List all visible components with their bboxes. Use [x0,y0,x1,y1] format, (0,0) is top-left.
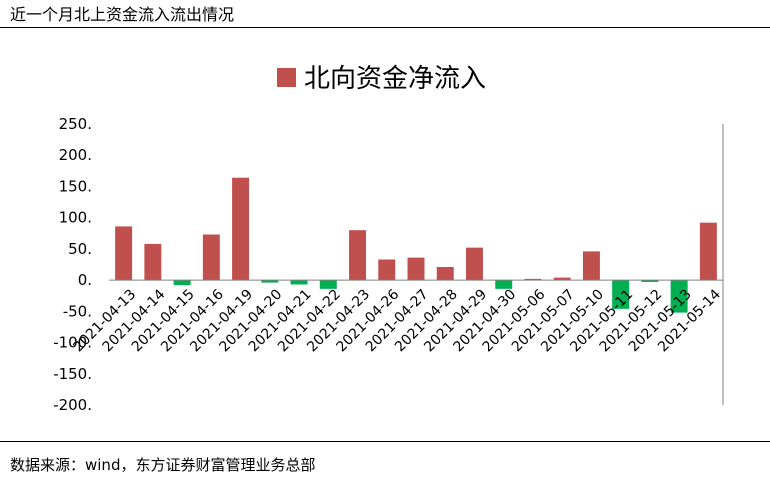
bar [524,278,542,281]
chart-legend: 北向资金净流入 [277,64,486,94]
bar [173,280,191,286]
x-axis-labels: 2021-04-132021-04-142021-04-152021-04-16… [70,286,724,355]
bar [378,259,396,281]
bar [261,280,279,283]
y-tick-label: -100. [53,334,92,352]
y-tick-label: -150. [53,365,92,383]
bar [349,230,366,281]
bar [641,280,659,282]
y-tick-label: -50. [63,302,92,320]
bar-chart: 北向资金净流入 250. 200. 150. 100. 50. 0. -50. -100. -1… [53,64,724,414]
bar [670,280,688,313]
bar [407,257,425,281]
bar [466,247,483,281]
data-source-note: 数据来源：wind，东方证券财富管理业务总部 [10,456,316,474]
bar [319,280,337,289]
bar [553,277,571,281]
bars [115,177,717,313]
bar [582,251,600,281]
y-axis-ticks: 250. 200. 150. 100. 50. 0. -50. -100. -150. -200. [53,115,92,414]
bar [115,226,133,281]
bar [290,280,308,285]
y-tick-label: 150. [59,177,92,195]
y-tick-label: 250. [59,115,92,133]
title-divider [0,27,770,28]
bar [699,222,717,281]
legend-swatch [277,68,296,87]
bar [202,234,220,281]
y-tick-label: 50. [68,240,92,258]
y-tick-label: -200. [53,396,92,414]
bar [144,243,162,281]
bar [612,280,630,309]
bar [232,177,250,281]
footer-divider [0,441,770,442]
y-tick-label: 0. [78,271,92,289]
legend-label: 北向资金净流入 [304,64,486,94]
y-tick-label: 200. [59,146,92,164]
page-title: 近一个月北上资金流入流出情况 [10,5,235,24]
bar [436,267,454,281]
bar [495,280,513,289]
y-tick-label: 100. [59,209,92,227]
